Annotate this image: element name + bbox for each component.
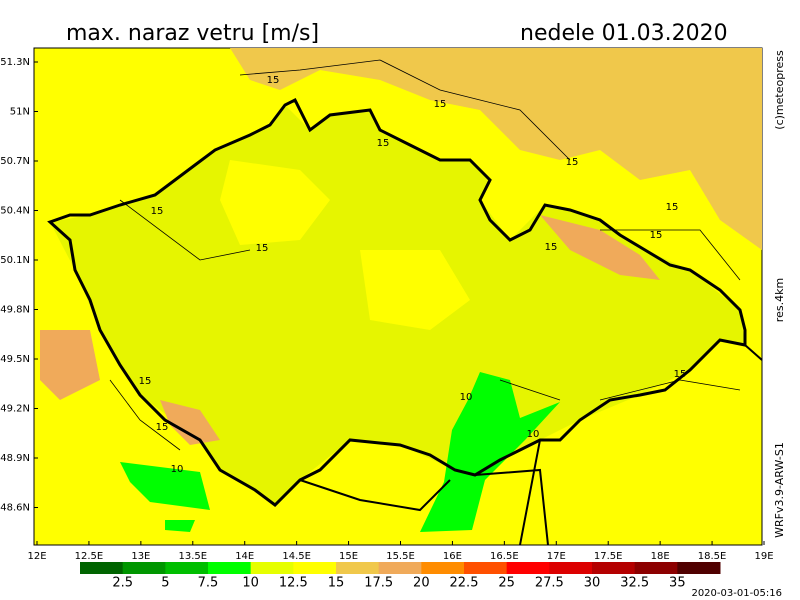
lat-label: 50.7N [0, 156, 30, 167]
colorbar-label: 2.5 [112, 576, 133, 591]
colorbar-cell [592, 562, 636, 574]
neighbor-border [299, 344, 763, 546]
contour-label: 15 [650, 230, 663, 241]
colorbar-cell [293, 562, 337, 574]
colorbar-label: 17.5 [364, 576, 393, 591]
colorbar-label: 15 [328, 576, 345, 591]
side-note: res.4km [773, 278, 786, 322]
contour-label: 15 [156, 422, 169, 433]
side-note: WRFv3.9-ARW-S1 [773, 442, 786, 538]
lon-label: 19E [754, 551, 773, 562]
lon-label: 18.5E [698, 551, 727, 562]
colorbar-label: 7.5 [198, 576, 219, 591]
lon-label: 15.5E [386, 551, 415, 562]
lat-label: 49.2N [0, 404, 30, 415]
colorbar-label: 30 [584, 576, 601, 591]
lon-label: 17E [547, 551, 566, 562]
contour-label: 10 [460, 392, 473, 403]
contour-label: 15 [377, 138, 390, 149]
colorbar-cell [506, 562, 550, 574]
lon-label: 14E [235, 551, 254, 562]
contour-label: 15 [267, 75, 280, 86]
lon-label: 16E [443, 551, 462, 562]
map-area [33, 47, 763, 546]
colorbar-label: 35 [669, 576, 686, 591]
contour-label: 15 [151, 206, 164, 217]
lat-label: 49.8N [0, 305, 30, 316]
lat-label: 50.1N [0, 255, 30, 266]
lat-label: 48.6N [0, 503, 30, 514]
contour-label: 10 [171, 464, 184, 475]
lat-label: 48.9N [0, 453, 30, 464]
colorbar-label: 27.5 [535, 576, 564, 591]
lon-label: 15E [339, 551, 358, 562]
lat-label: 51N [10, 107, 30, 118]
colorbar-label: 22.5 [450, 576, 479, 591]
colorbar-label: 5 [161, 576, 169, 591]
date: nedele 01.03.2020 [520, 21, 728, 46]
contour-label: 15 [434, 99, 447, 110]
lon-label: 13E [131, 551, 150, 562]
contour-label: 15 [566, 157, 579, 168]
lon-label: 18E [651, 551, 670, 562]
colorbar-label: 20 [413, 576, 430, 591]
country-border [47, 97, 747, 507]
colorbar-cell [634, 562, 678, 574]
contour-label: 15 [666, 202, 679, 213]
field-gust [40, 215, 660, 445]
colorbar-cell [336, 562, 380, 574]
colorbar-cell [464, 562, 508, 574]
field-high [230, 48, 762, 250]
colorbar-cell [421, 562, 465, 574]
lon-label: 13.5E [178, 551, 207, 562]
lon-label: 14.5E [282, 551, 311, 562]
lat-label: 51.3N [0, 57, 30, 68]
colorbar-label: 10 [242, 576, 259, 591]
lon-label: 17.5E [594, 551, 623, 562]
lon-label: 12E [27, 551, 46, 562]
contour-label: 10 [527, 429, 540, 440]
colorbar-label: 25 [498, 576, 515, 591]
contour-line [109, 59, 741, 451]
colorbar-cell [378, 562, 422, 574]
title: max. naraz vetru [m/s] [66, 21, 319, 46]
colorbar-cell [165, 562, 209, 574]
colorbar-cell [549, 562, 593, 574]
lat-label: 49.5N [0, 354, 30, 365]
contour-label: 15 [139, 376, 152, 387]
contour-label: 15 [545, 242, 558, 253]
lon-label: 12.5E [75, 551, 104, 562]
colorbar-label: 12.5 [279, 576, 308, 591]
field-patch [220, 160, 470, 330]
timestamp: 2020-03-01-05:16 [691, 588, 782, 599]
colorbar-cell [80, 562, 124, 574]
lon-label: 16.5E [490, 551, 519, 562]
colorbar-cell [250, 562, 294, 574]
colorbar-cell [122, 562, 166, 574]
lat-label: 50.4N [0, 206, 30, 217]
contour-label: 15 [674, 369, 687, 380]
contour-label: 15 [256, 243, 269, 254]
side-note: (c)meteopress [773, 50, 786, 130]
field-low [120, 372, 560, 532]
colorbar-label: 32.5 [620, 576, 649, 591]
colorbar-cell [677, 562, 721, 574]
colorbar-cell [208, 562, 252, 574]
